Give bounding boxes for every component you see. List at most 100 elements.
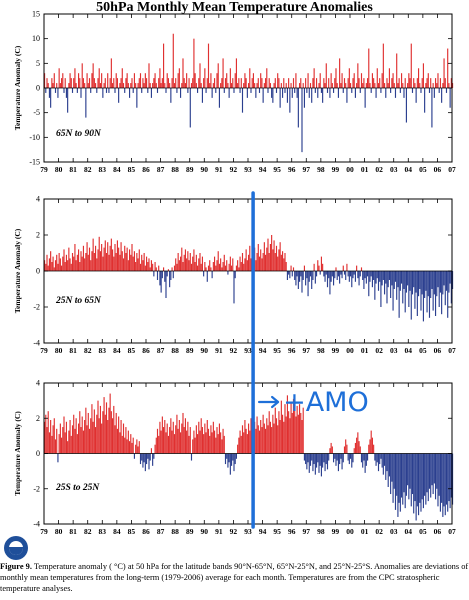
data-bar [426, 453, 428, 493]
data-bar [114, 425, 116, 454]
data-bar [359, 271, 361, 277]
data-bar [118, 247, 120, 271]
data-bar [320, 453, 322, 477]
data-bar [262, 88, 264, 103]
x-tick-label: 03 [390, 527, 398, 536]
data-bar [275, 88, 278, 93]
data-bar [284, 88, 286, 93]
data-bar [397, 83, 399, 88]
data-bar [212, 262, 214, 271]
data-bar [67, 88, 69, 113]
data-bar [154, 444, 156, 454]
data-bar [385, 453, 387, 480]
data-bar [137, 446, 139, 454]
data-bar [139, 453, 142, 465]
data-bar [200, 263, 202, 271]
data-bar [74, 68, 76, 88]
data-bar [363, 453, 365, 461]
data-bar [98, 418, 100, 454]
data-bar [141, 453, 143, 461]
data-bar [279, 242, 281, 271]
data-bar [244, 73, 246, 88]
data-bar [272, 88, 274, 103]
data-bar [204, 68, 206, 88]
data-bar [438, 453, 440, 496]
data-bar [449, 271, 451, 284]
x-tick-label: 07 [448, 527, 456, 536]
y-tick-label: 5 [36, 59, 40, 68]
data-bar [444, 271, 446, 306]
data-bar [351, 88, 353, 93]
data-bar [199, 63, 201, 88]
data-bar [422, 271, 424, 322]
x-tick-label: 95 [273, 346, 281, 355]
data-bar [332, 88, 335, 93]
data-bar [364, 453, 366, 473]
data-bar [428, 88, 431, 93]
data-bar [255, 260, 257, 271]
data-bar [420, 271, 422, 311]
data-bar [353, 73, 355, 88]
data-bar [269, 83, 271, 88]
data-bar [379, 78, 381, 88]
data-bar [220, 432, 222, 454]
data-bar [381, 73, 383, 88]
data-bar [216, 427, 218, 454]
data-bar [297, 271, 299, 289]
data-bar [271, 88, 273, 98]
data-bar [281, 88, 284, 98]
data-bar [188, 260, 190, 271]
data-bar [192, 78, 194, 88]
data-bar [284, 253, 286, 271]
y-tick-label: 0 [36, 84, 40, 93]
x-tick-label: 94 [259, 346, 267, 355]
data-bar [243, 432, 245, 454]
data-bar [325, 271, 327, 275]
x-tick-label: 99 [332, 165, 340, 174]
data-bar [250, 418, 252, 454]
data-bar [291, 88, 293, 98]
data-bar [230, 453, 233, 466]
data-bar [403, 271, 405, 289]
data-bar [165, 88, 167, 93]
data-bar [264, 78, 267, 88]
data-bar [177, 428, 179, 454]
data-bar [343, 78, 346, 88]
data-bar [373, 78, 375, 88]
data-bar [67, 260, 69, 271]
y-tick-label: -15 [29, 158, 40, 167]
data-bar [136, 88, 138, 108]
data-bar [369, 439, 371, 454]
data-bar [334, 78, 336, 88]
data-bar [308, 271, 310, 282]
data-bar [346, 444, 348, 454]
data-bar [283, 78, 285, 88]
data-bar [137, 83, 139, 88]
data-bar [143, 83, 145, 88]
data-bar [78, 249, 80, 271]
data-bar [413, 78, 415, 88]
data-bar [153, 453, 155, 459]
data-bar [258, 88, 261, 93]
data-bar [447, 271, 449, 318]
data-bar [241, 253, 244, 271]
data-bar [98, 236, 100, 271]
data-bar [388, 271, 390, 280]
data-bar [165, 271, 167, 298]
data-bar [169, 271, 171, 288]
data-bar [427, 453, 429, 502]
data-bar [207, 428, 210, 454]
data-bar [223, 88, 225, 93]
data-bar [53, 267, 55, 271]
x-tick-label: 89 [186, 527, 194, 536]
data-bar [409, 78, 411, 88]
data-bar [96, 258, 98, 271]
x-tick-label: 00 [346, 346, 354, 355]
data-bar [150, 88, 152, 98]
x-tick-label: 96 [288, 527, 296, 536]
data-bar [380, 88, 382, 93]
data-bar [216, 260, 218, 271]
figure-caption: Figure 9. Temperature anomaly ( °C) at 5… [0, 561, 469, 594]
data-bar [44, 73, 46, 88]
data-bar [141, 88, 143, 93]
